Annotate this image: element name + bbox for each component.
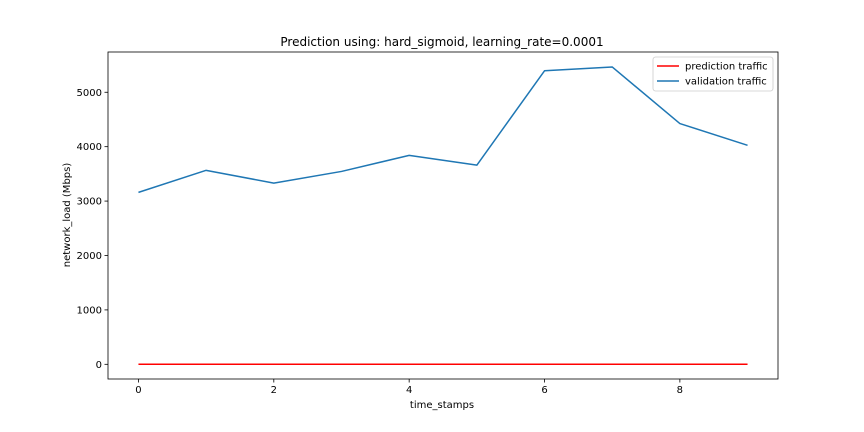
- y-tick-label: 4000: [77, 142, 102, 153]
- axes-frame: [107, 51, 779, 380]
- y-tick-label: 3000: [77, 197, 102, 208]
- legend-label-1: prediction traffic: [685, 62, 768, 73]
- legend-label-2: validation traffic: [685, 77, 767, 88]
- legend: prediction traffic validation traffic: [652, 56, 774, 92]
- y-tick-label: 5000: [77, 88, 102, 99]
- plot-area: 0 2 4 6 8 0 1000 2000 3000 4000 5000: [77, 51, 779, 396]
- x-tick-label: 8: [677, 385, 683, 396]
- x-tick-label: 0: [135, 385, 141, 396]
- series-line-2: [138, 66, 748, 194]
- chart-title: Prediction using: hard_sigmoid, learning…: [280, 35, 603, 49]
- x-tick-label: 2: [271, 385, 277, 396]
- x-tick-label: 6: [541, 385, 547, 396]
- y-tick-label: 1000: [77, 305, 102, 316]
- legend-box: [652, 56, 774, 92]
- y-axis-label: network_load (Mbps): [62, 163, 73, 268]
- y-tick-label: 2000: [77, 251, 102, 262]
- y-tick-label: 0: [96, 360, 102, 371]
- x-axis-label: time_stamps: [410, 400, 474, 411]
- x-tick-label: 4: [406, 385, 412, 396]
